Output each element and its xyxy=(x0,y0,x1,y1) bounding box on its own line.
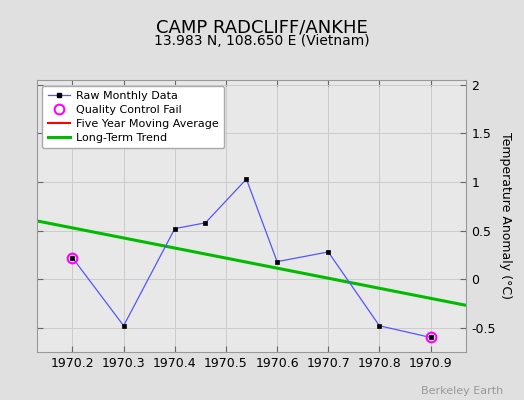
Text: Berkeley Earth: Berkeley Earth xyxy=(421,386,503,396)
Text: 13.983 N, 108.650 E (Vietnam): 13.983 N, 108.650 E (Vietnam) xyxy=(154,34,370,48)
Legend: Raw Monthly Data, Quality Control Fail, Five Year Moving Average, Long-Term Tren: Raw Monthly Data, Quality Control Fail, … xyxy=(42,86,224,148)
Y-axis label: Temperature Anomaly (°C): Temperature Anomaly (°C) xyxy=(499,132,512,300)
Text: CAMP RADCLIFF/ANKHE: CAMP RADCLIFF/ANKHE xyxy=(156,18,368,36)
